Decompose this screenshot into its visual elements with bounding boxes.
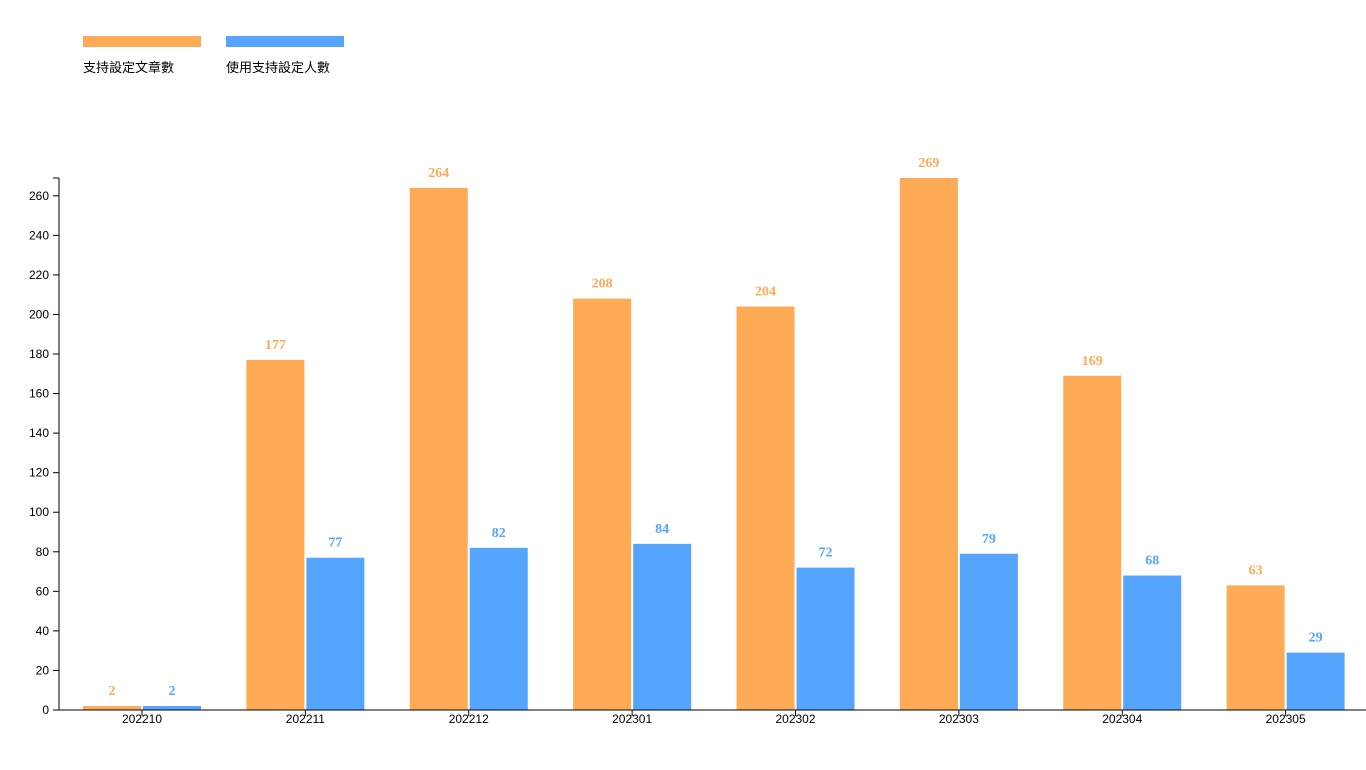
y-tick-label-120: 120 <box>29 466 49 480</box>
legend-swatch-1 <box>83 36 201 47</box>
y-tick-label-80: 80 <box>36 545 50 559</box>
bar-s2-202304 <box>1123 575 1182 710</box>
bar-s2-202303 <box>959 553 1018 710</box>
bar-s1-202304 <box>1063 375 1122 710</box>
bar-s1-202301 <box>573 298 632 710</box>
y-tick-label-180: 180 <box>29 347 49 361</box>
x-tick-label-202302: 202302 <box>775 712 815 726</box>
y-tick-label-140: 140 <box>29 426 49 440</box>
legend-swatch-2 <box>226 36 344 47</box>
x-axis: 202210 202211 202212 202301 202302 202303 2023… <box>59 709 1366 726</box>
bar-s1-202302 <box>736 306 795 710</box>
y-tick-label-160: 160 <box>29 387 49 401</box>
bar-s2-202305 <box>1286 652 1345 710</box>
x-tick-label-202211: 202211 <box>286 712 325 726</box>
bars <box>83 178 1345 710</box>
bar-s2-202210 <box>143 706 201 710</box>
data-label-s2-202211: 77 <box>328 536 342 551</box>
y-tick-label-20: 20 <box>36 663 50 677</box>
data-label-s1-202301: 208 <box>592 277 613 292</box>
x-tick-label-202301: 202301 <box>612 712 652 726</box>
data-label-s1-202212: 264 <box>428 166 449 181</box>
data-label-s2-202303: 79 <box>982 532 996 547</box>
x-tick-label-202303: 202303 <box>939 712 979 726</box>
data-label-s2-202301: 84 <box>655 522 669 537</box>
x-tick-label-202210: 202210 <box>122 712 162 726</box>
bar-s1-202212 <box>409 187 468 710</box>
y-tick-label-260: 260 <box>29 189 49 203</box>
data-label-s1-202303: 269 <box>918 156 939 171</box>
data-label-s1-202211: 177 <box>265 338 286 353</box>
bar-s2-202302 <box>796 567 855 710</box>
data-label-s1-202305: 63 <box>1249 563 1263 578</box>
y-axis: 0 20 40 60 80 100 120 140 160 180 200 220 240 260 <box>29 177 60 717</box>
legend: 支持設定文章數 使用支持設定人數 <box>83 36 344 76</box>
bar-s1-202211 <box>246 359 305 710</box>
bar-s2-202211 <box>306 557 365 710</box>
data-labels: 2 2 177 77 264 82 208 84 204 72 269 79 169 68 63 29 <box>109 156 1323 699</box>
y-tick-label-100: 100 <box>29 505 49 519</box>
y-tick-label-220: 220 <box>29 268 49 282</box>
bar-s2-202212 <box>469 547 528 710</box>
x-tick-label-202305: 202305 <box>1266 712 1306 726</box>
y-tick-label-60: 60 <box>36 584 50 598</box>
y-tick-label-0: 0 <box>42 703 49 717</box>
data-label-s2-202212: 82 <box>492 526 506 541</box>
data-label-s2-202305: 29 <box>1309 631 1323 646</box>
bar-s1-202303 <box>899 178 958 710</box>
data-label-s1-202302: 204 <box>755 285 776 300</box>
data-label-s2-202302: 72 <box>819 546 833 561</box>
y-tick-label-40: 40 <box>36 624 50 638</box>
bar-s2-202301 <box>633 543 692 710</box>
legend-label-1: 支持設定文章數 <box>83 60 174 76</box>
data-label-s2-202304: 68 <box>1145 554 1159 569</box>
data-label-s1-202304: 169 <box>1082 354 1103 369</box>
y-tick-label-240: 240 <box>29 228 49 242</box>
x-tick-label-202212: 202212 <box>449 712 489 726</box>
bar-s1-202210 <box>83 706 141 710</box>
data-label-s2-202210: 2 <box>169 684 176 699</box>
legend-label-2: 使用支持設定人數 <box>226 60 330 76</box>
data-label-s1-202210: 2 <box>109 684 116 699</box>
y-tick-label-200: 200 <box>29 307 49 321</box>
bar-s1-202305 <box>1226 585 1285 710</box>
x-tick-label-202304: 202304 <box>1102 712 1142 726</box>
